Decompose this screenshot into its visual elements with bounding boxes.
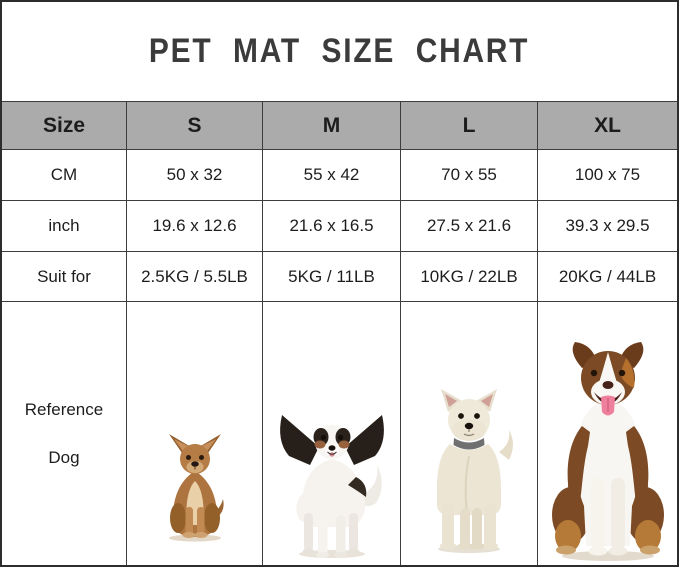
reference-label-line1: Reference <box>24 399 104 419</box>
row-label-inch: inch <box>2 201 126 251</box>
row-label-reference-dog: Reference Dog <box>2 302 126 565</box>
page-title: PET MAT SIZE CHART <box>149 32 530 70</box>
cell-suit-s: 2.5KG / 5.5LB <box>127 252 262 301</box>
cell-inch-s: 19.6 x 12.6 <box>127 201 262 251</box>
size-table: Size S M L XL CM 50 x 32 55 x 42 70 x 55… <box>2 102 677 565</box>
cell-cm-m: 55 x 42 <box>263 150 400 200</box>
chart-title-bar: PET MAT SIZE CHART <box>2 2 677 102</box>
dog-photo-l <box>401 302 537 565</box>
cell-cm-xl: 100 x 75 <box>538 150 677 200</box>
cell-inch-m: 21.6 x 16.5 <box>263 201 400 251</box>
australian-shepherd-dog-illustration <box>551 342 664 561</box>
cell-inch-xl: 39.3 x 29.5 <box>538 201 677 251</box>
dog-photo-m <box>263 302 400 565</box>
header-col-m: M <box>263 102 400 149</box>
papillon-dog-illustration <box>279 415 384 558</box>
header-col-l: L <box>401 102 537 149</box>
cell-cm-l: 70 x 55 <box>401 150 537 200</box>
header-col-xl: XL <box>538 102 677 149</box>
dog-photo-xl <box>538 302 677 565</box>
cell-suit-l: 10KG / 22LB <box>401 252 537 301</box>
cell-suit-xl: 20KG / 44LB <box>538 252 677 301</box>
row-label-cm: CM <box>2 150 126 200</box>
chihuahua-dog-illustration <box>168 434 224 542</box>
header-size-label: Size <box>2 102 126 149</box>
cell-inch-l: 27.5 x 21.6 <box>401 201 537 251</box>
reference-label-line2: Dog <box>48 447 80 467</box>
westie-dog-illustration <box>437 389 513 553</box>
cell-suit-m: 5KG / 11LB <box>263 252 400 301</box>
row-label-suit-for: Suit for <box>2 252 126 301</box>
dog-photo-s <box>127 302 262 565</box>
cell-cm-s: 50 x 32 <box>127 150 262 200</box>
header-col-s: S <box>127 102 262 149</box>
